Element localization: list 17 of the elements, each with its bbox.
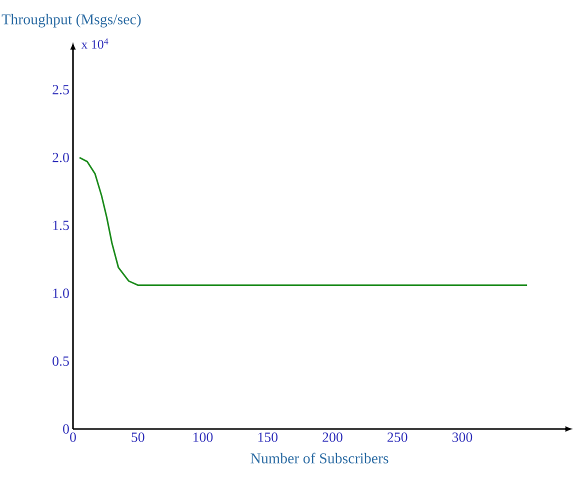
y-tick-label: 0 [63, 424, 69, 434]
x-axis-title: Number of Subscribers [250, 452, 388, 464]
y-axis-title: Throughput (Msgs/sec) [2, 14, 141, 28]
line-series [78, 156, 528, 286]
y-tick-label: 2.0 [52, 152, 69, 162]
y-tick-label: 0.5 [52, 356, 69, 366]
y-tick-label: 1.0 [53, 288, 69, 298]
y-tick-label: 1.5 [53, 220, 69, 230]
x-tick-label: 100 [193, 432, 213, 442]
x-tick-label: 250 [387, 432, 408, 442]
x-tick-label: 200 [322, 432, 342, 442]
x-tick-label: 50 [132, 432, 144, 442]
text: x 10$^{4}$ [81, 38, 108, 49]
x-tick-label: 150 [258, 432, 278, 442]
y-tick-label: 2.5 [52, 84, 69, 94]
x-tick-label: 300 [452, 432, 472, 442]
x-tick-label: 0 [70, 432, 76, 442]
